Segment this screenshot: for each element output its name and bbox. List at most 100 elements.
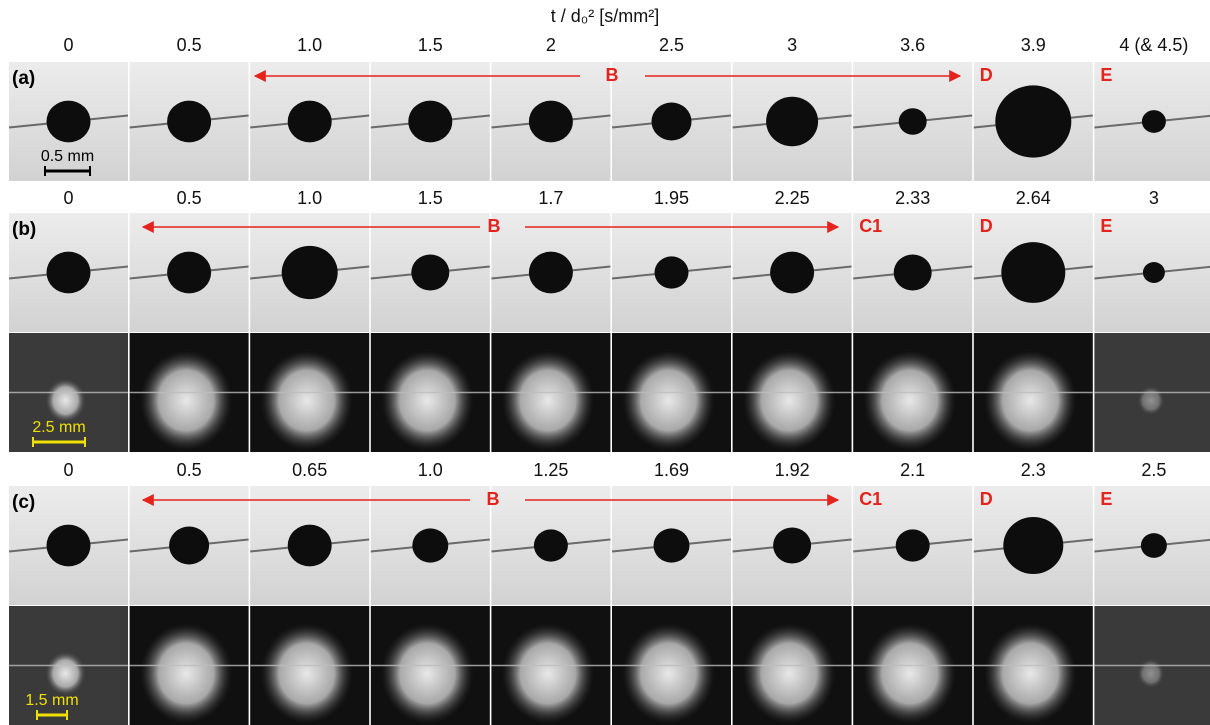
droplet [770,252,814,294]
droplet [529,101,573,143]
droplet [167,101,211,143]
stage-label: B [488,216,501,236]
time-label: 0 [63,35,73,55]
stage-label: D [980,65,993,85]
time-label: 1.0 [297,35,322,55]
time-label: 1.0 [418,460,443,480]
panel-label: (a) [12,68,35,89]
figure: t / d₀² [s/mm²] 0 0.5 1.0 1.5 2 2.5 3 3.6 3.9 D 4 … [0,0,1210,725]
panel-label: (c) [12,492,35,513]
emission-glow [623,624,715,724]
droplet [288,101,332,143]
time-label: 1.5 [418,188,443,208]
emission-glow [864,624,956,724]
time-label: 2.5 [659,35,684,55]
emission-glow [381,351,473,451]
droplet [529,252,573,294]
droplet [1141,533,1167,558]
time-label: 0 [63,188,73,208]
scale-label: 1.5 mm [25,692,78,709]
time-label: 1.95 [654,188,689,208]
stage-label: B [487,489,500,509]
stage-label: E [1100,216,1112,236]
droplet [773,527,811,563]
droplet [47,101,91,143]
droplet [1143,262,1165,283]
time-label: 1.5 [418,35,443,55]
time-label: 2 [546,35,556,55]
time-label: 2.5 [1141,460,1166,480]
panels: 0 0.5 1.0 1.5 2 2.5 3 3.6 3.9 D 4 (& 4.5) E (a) B 0.5 … [9,35,1210,725]
scale-label: 2.5 mm [32,419,85,436]
stage-label: C1 [859,489,882,509]
droplet [896,529,930,561]
time-label: 0.5 [177,460,202,480]
time-label: 2.3 [1021,460,1046,480]
time-label: 3.6 [900,35,925,55]
emission-glow [984,351,1076,451]
emission-glow [502,351,594,451]
emission-glow [261,351,353,451]
droplet [654,528,690,562]
droplet [408,101,452,143]
droplet [169,527,209,565]
emission-glow [45,378,86,423]
time-label: 4 (& 4.5) [1119,35,1188,55]
time-label: 0 [63,460,73,480]
emission-glow [743,351,835,451]
emission-glow [623,351,715,451]
droplet [534,529,568,561]
time-label: 2.33 [895,188,930,208]
droplet [995,85,1071,157]
emission-glow [1137,659,1165,689]
droplet [899,108,927,135]
time-label: 1.25 [533,460,568,480]
time-label: 2.25 [775,188,810,208]
droplet [167,252,211,294]
droplet [412,528,448,562]
droplet [1142,110,1166,133]
time-label: 1.92 [775,460,810,480]
scale-label: 0.5 mm [41,148,94,165]
time-label: 1.0 [297,188,322,208]
stage-label: C1 [859,216,882,236]
stage-label: E [1100,65,1112,85]
emission-glow [45,651,86,696]
droplet [894,254,932,290]
time-label: 1.69 [654,460,689,480]
emission-glow [502,624,594,724]
droplet [1003,517,1063,574]
emission-glow [743,624,835,724]
stage-label: D [980,489,993,509]
time-label: 1.7 [538,188,563,208]
emission-glow [140,624,232,724]
time-label: 3 [787,35,797,55]
droplet [282,246,338,299]
droplet [47,252,91,294]
emission-glow [984,624,1076,724]
time-label: 3.9 [1021,35,1046,55]
time-label: 0.65 [292,460,327,480]
emission-glow [381,624,473,724]
droplet [652,103,692,141]
time-label: 3 [1149,188,1159,208]
droplet [411,254,449,290]
droplet [288,525,332,567]
droplet [47,525,91,567]
figure-title: t / d₀² [s/mm²] [551,6,659,26]
emission-glow [864,351,956,451]
stage-label: E [1100,489,1112,509]
emission-glow [140,351,232,451]
stage-label: D [980,216,993,236]
droplet [655,256,689,288]
droplet [1001,242,1065,303]
time-label: 0.5 [177,188,202,208]
time-label: 2.64 [1016,188,1051,208]
droplet [766,97,818,146]
emission-glow [1137,386,1165,416]
panel-label: (b) [12,219,36,240]
emission-glow [261,624,353,724]
time-label: 0.5 [177,35,202,55]
time-label: 2.1 [900,460,925,480]
stage-label: B [606,65,619,85]
